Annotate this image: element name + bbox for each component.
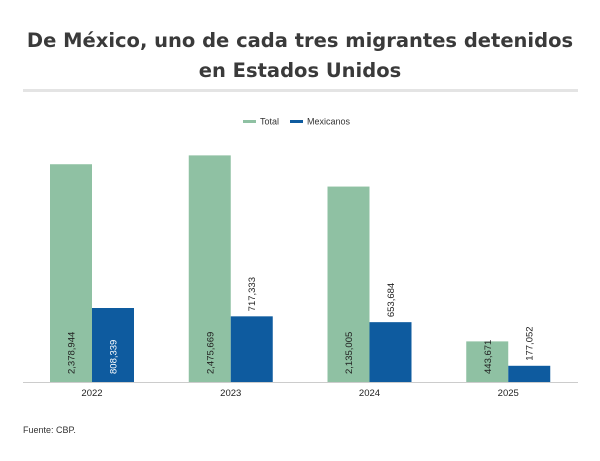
bar-total-2022 — [50, 164, 92, 382]
bar-total-2023 — [188, 155, 231, 382]
data-label-total-2022: 2,378,944 — [67, 332, 78, 374]
data-label-mexicanos-2023: 717,333 — [247, 277, 258, 311]
legend-swatch-total — [243, 120, 256, 123]
bar-chart: Total Mexicanos 2,378,944 808,339 2022 2,475,… — [23, 117, 578, 399]
bar-mexicanos-2024 — [369, 322, 412, 382]
x-tick-label-2024: 2024 — [359, 388, 380, 399]
source-note: Fuente: CBP. — [23, 425, 76, 435]
bar-mexicanos-2025 — [508, 365, 551, 382]
x-tick-label-2025: 2025 — [498, 388, 519, 399]
x-tick-label-2023: 2023 — [220, 388, 241, 399]
legend-label-mexicanos: Mexicanos — [307, 117, 351, 127]
legend: Total Mexicanos — [243, 117, 351, 127]
data-label-mexicanos-2024: 653,684 — [386, 283, 397, 317]
data-label-mexicanos-2025: 177,052 — [525, 326, 536, 360]
chart-title: De México, uno de cada tres migrantes de… — [26, 29, 574, 82]
data-label-mexicanos-2022: 808,339 — [109, 340, 120, 374]
bar-total-2024 — [327, 186, 370, 382]
bar-total-2025 — [466, 341, 509, 382]
x-tick-label-2022: 2022 — [81, 388, 102, 399]
bar-mexicanos-2023 — [230, 316, 273, 382]
data-label-total-2023: 2,475,669 — [205, 332, 216, 374]
data-label-total-2025: 443,671 — [483, 340, 494, 374]
title-divider — [23, 89, 578, 92]
legend-label-total: Total — [260, 117, 279, 127]
data-label-total-2024: 2,135,005 — [344, 332, 355, 374]
bar-mexicanos-2022 — [92, 308, 134, 382]
legend-swatch-mexicanos — [290, 120, 303, 123]
